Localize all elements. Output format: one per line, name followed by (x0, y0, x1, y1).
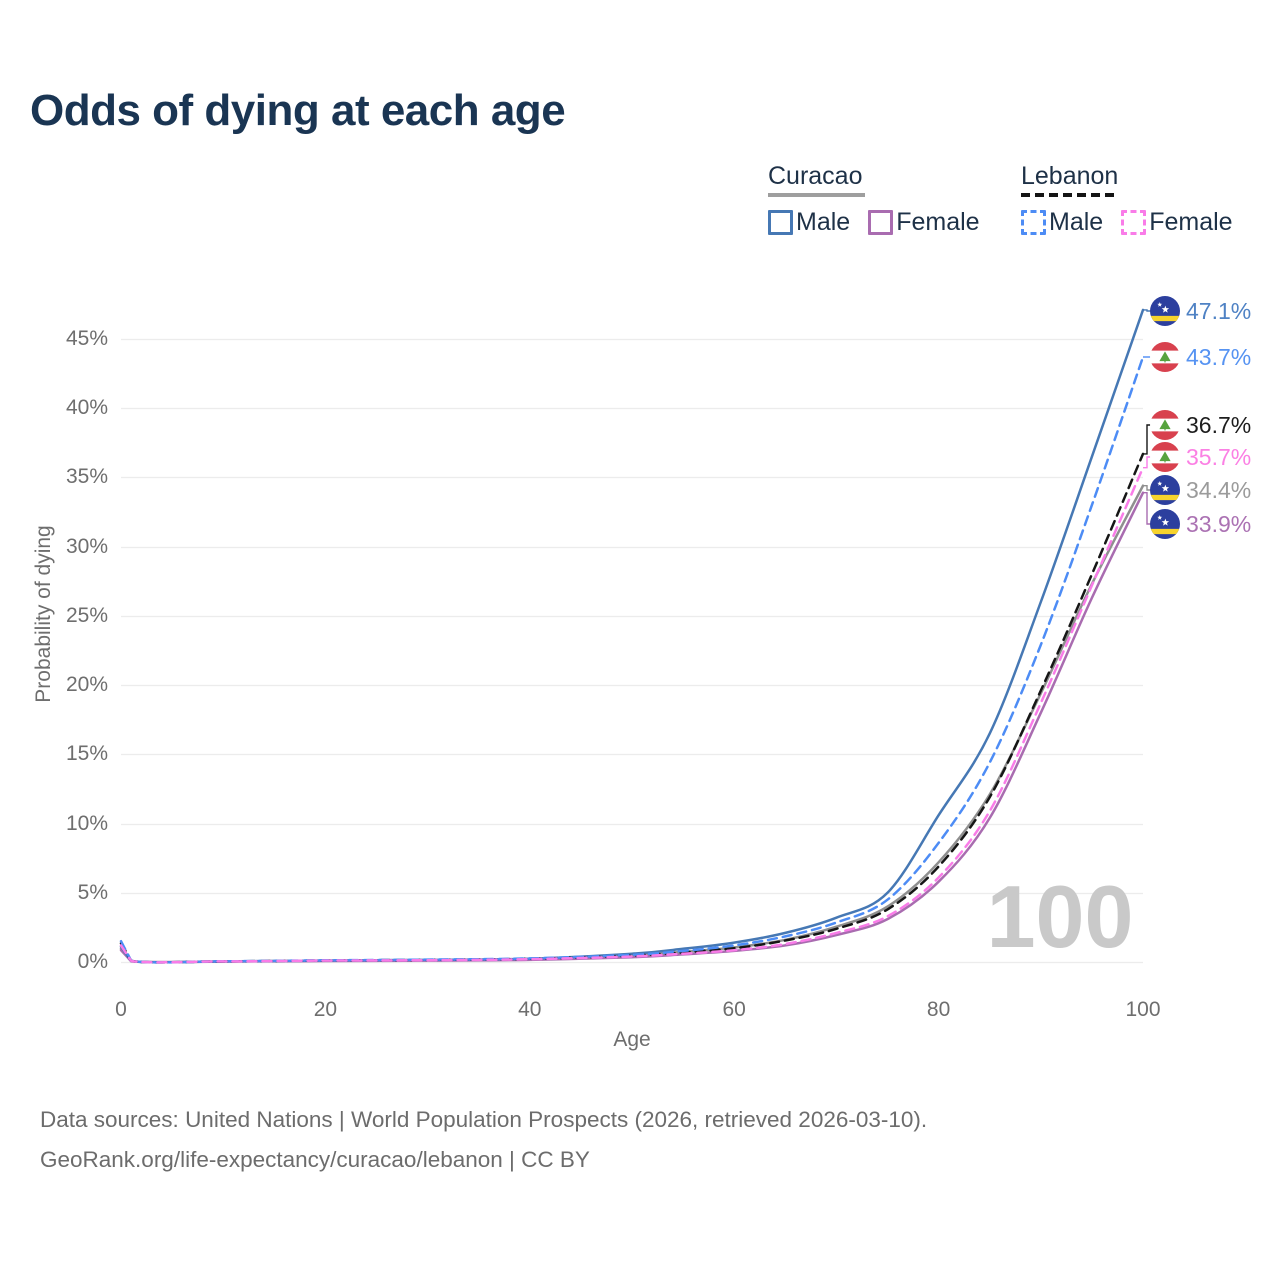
legend-label: Female (896, 208, 980, 236)
curacao-linestyle-swatch (768, 193, 865, 197)
legend-label: Female (1149, 208, 1233, 236)
legend-country-label-lebanon: Lebanon (1021, 162, 1119, 190)
legend-group-curacao: Curacao Male Female (768, 162, 980, 237)
y-axis-title: Probability of dying (32, 525, 55, 703)
end-label-lebanon-both-sexes: 36.7% (1150, 410, 1251, 440)
label-connector (1143, 492, 1151, 525)
label-connector (1143, 309, 1151, 312)
end-value-label: 36.7% (1186, 411, 1252, 438)
end-value-label: 33.9% (1186, 510, 1252, 537)
lebanon-linestyle-swatch (1021, 193, 1118, 197)
y-tick-label: 20% (65, 673, 108, 697)
y-tick-label: 40% (65, 396, 108, 420)
end-label-curacao-male: 47.1% (1150, 296, 1251, 326)
legend-item-curacao-male[interactable]: Male (768, 208, 850, 237)
series-line-curacao-male[interactable] (119, 308, 1145, 964)
curacao-flag-icon (1150, 296, 1180, 326)
end-label-curacao-both-sexes: 34.4% (1150, 475, 1251, 505)
y-tick-label: 45% (65, 326, 108, 350)
label-connector (1143, 456, 1151, 469)
hover-age-watermark: 100 (987, 867, 1134, 966)
lebanon-female-swatch (1121, 210, 1147, 235)
end-value-label: 35.7% (1186, 443, 1252, 470)
end-label-lebanon-male: 43.7% (1150, 342, 1251, 372)
legend-label: Male (796, 208, 851, 236)
x-tick-label: 40 (518, 998, 542, 1021)
attribution-line: GeoRank.org/life-expectancy/curacao/leba… (40, 1147, 590, 1172)
x-axis-title: Age (613, 1028, 651, 1051)
x-tick-label: 0 (115, 998, 127, 1021)
x-tick-label: 20 (313, 998, 338, 1021)
curacao-female-swatch (868, 210, 894, 235)
end-value-label: 34.4% (1186, 476, 1252, 503)
y-tick-label: 15% (65, 742, 108, 766)
label-connector (1143, 424, 1151, 455)
legend-item-lebanon-male[interactable]: Male (1021, 208, 1103, 237)
legend-country-label-curacao: Curacao (768, 162, 863, 190)
series-line-lebanon-female[interactable] (119, 466, 1145, 964)
end-value-label: 43.7% (1186, 343, 1252, 370)
legend-group-lebanon: Lebanon Male Female (1021, 162, 1233, 237)
y-tick-label: 5% (77, 880, 108, 904)
curacao-flag-icon (1150, 509, 1180, 539)
end-value-label: 47.1% (1186, 297, 1252, 324)
footer: Data sources: United Nations | World Pop… (40, 1100, 927, 1180)
legend-label: Male (1049, 208, 1104, 236)
y-tick-label: 0% (77, 950, 108, 973)
x-tick-label: 60 (722, 998, 746, 1021)
legend-item-lebanon-female[interactable]: Female (1121, 208, 1233, 237)
end-label-curacao-female: 33.9% (1150, 509, 1251, 539)
lebanon-flag-icon (1150, 342, 1180, 372)
y-tick-label: 10% (65, 811, 108, 835)
end-label-lebanon-female: 35.7% (1150, 442, 1251, 472)
curacao-flag-icon (1150, 475, 1180, 505)
curacao-male-swatch (768, 210, 793, 235)
y-tick-label: 30% (65, 534, 108, 558)
lebanon-male-swatch (1021, 210, 1046, 235)
y-tick-label: 25% (65, 603, 108, 627)
lebanon-flag-icon (1150, 442, 1180, 472)
x-tick-label: 100 (1125, 998, 1161, 1021)
y-tick-label: 35% (65, 465, 108, 489)
page-title: Odds of dying at each age (30, 86, 566, 135)
label-connector (1143, 485, 1151, 491)
data-sources-line: Data sources: United Nations | World Pop… (40, 1107, 928, 1132)
lebanon-flag-icon (1150, 410, 1180, 440)
x-tick-label: 80 (926, 998, 951, 1021)
legend-item-curacao-female[interactable]: Female (868, 208, 980, 237)
